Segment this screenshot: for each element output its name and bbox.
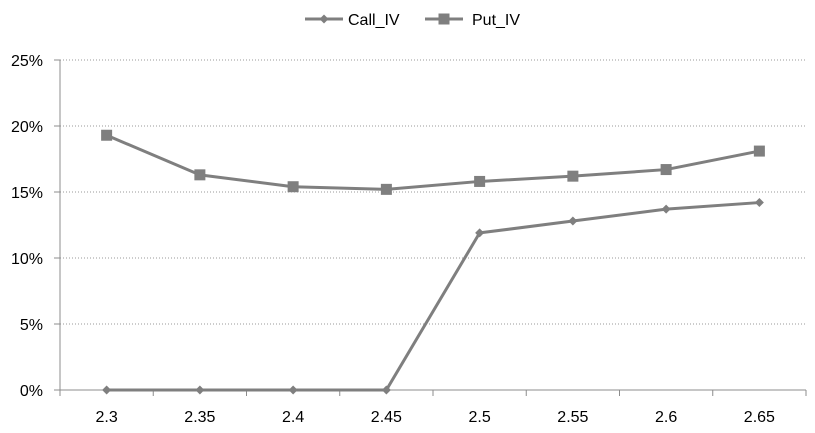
y-tick-label: 20% [11,119,43,136]
data-point [568,216,578,226]
x-tick-label: 2.45 [371,409,402,426]
x-tick-label: 2.55 [557,409,588,426]
data-point [567,170,579,182]
chart-series [101,129,765,395]
chart-axes [54,59,807,396]
y-tick-label: 25% [11,53,43,70]
legend-label: Put_IV [472,12,520,29]
data-point [381,385,391,395]
series-line [106,133,760,191]
x-tick-label: 2.35 [184,409,215,426]
data-point [660,164,672,176]
data-point [287,181,299,193]
x-tick-label: 2.4 [282,409,304,426]
legend-marker [438,13,450,25]
data-point [194,169,206,181]
data-point [195,385,205,395]
legend-marker [319,14,329,24]
y-gridlines [60,59,806,325]
series-call-iv [102,198,764,395]
x-axis-tick-labels: 2.3 2.35 2.4 2.45 2.5 2.55 2.6 2.65 [96,409,776,426]
data-point [475,228,485,238]
data-point [101,129,113,141]
x-tick-label: 2.6 [655,409,677,426]
y-tick-label: 10% [11,251,43,268]
series-put-iv [101,129,765,195]
legend-label: Call_IV [348,12,400,29]
legend-item: Call_IV [305,12,400,29]
data-point [288,385,298,395]
x-tick-label: 2.5 [469,409,491,426]
data-point [754,198,764,208]
chart-legend: Call_IV Put_IV [305,12,520,29]
data-point [661,204,671,214]
y-tick-label: 15% [11,185,43,202]
y-axis-tick-labels: 0% 5% 10% 15% 20% 25% [11,53,43,400]
legend-item: Put_IV [425,12,520,29]
y-tick-label: 0% [20,383,43,400]
x-tick-label: 2.65 [744,409,775,426]
series-line [106,201,760,392]
data-point [474,175,486,187]
y-tick-label: 5% [20,317,43,334]
data-point [102,385,112,395]
x-tick-label: 2.3 [96,409,118,426]
data-point [380,183,392,195]
data-point [753,145,765,157]
